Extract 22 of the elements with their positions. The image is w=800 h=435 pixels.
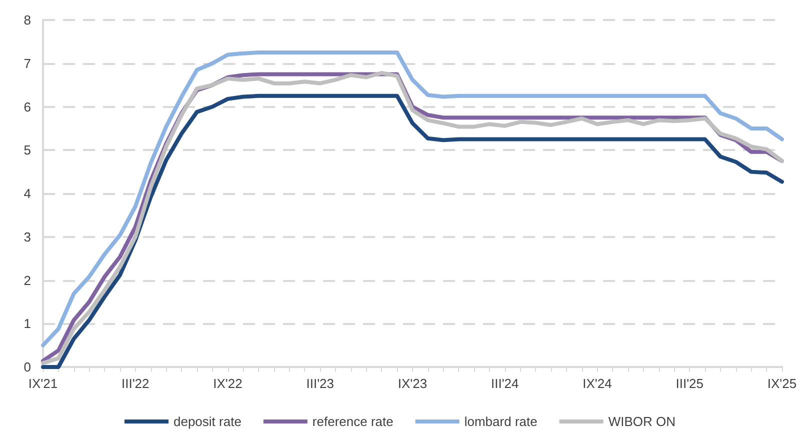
y-tick-label: 1	[24, 316, 31, 332]
x-tick-label: IX'23	[398, 376, 428, 391]
y-tick-label: 7	[24, 56, 31, 71]
y-tick-label: 5	[24, 142, 31, 158]
y-tick-label: 4	[24, 186, 31, 201]
x-tick-label: IX'24	[582, 376, 612, 391]
x-tick-label: III'22	[121, 376, 150, 391]
legend-label: reference rate	[312, 414, 394, 429]
legend-label: WIBOR ON	[608, 414, 676, 429]
y-tick-label: 8	[24, 12, 31, 28]
legend-label: lombard rate	[464, 414, 538, 429]
x-tick-label: III'25	[676, 376, 704, 391]
x-tick-label: IX'21	[28, 376, 58, 391]
y-tick-label: 0	[24, 360, 31, 374]
y-tick-label: 6	[24, 99, 31, 114]
x-tick-label: IX'22	[213, 376, 242, 391]
y-tick-label: 3	[24, 229, 31, 244]
x-tick-label: IX'25	[767, 376, 797, 391]
legend-label: deposit rate	[173, 414, 242, 429]
x-tick-label: III'23	[306, 376, 334, 391]
x-tick-label: III'24	[490, 376, 519, 391]
y-tick-label: 2	[24, 272, 31, 288]
